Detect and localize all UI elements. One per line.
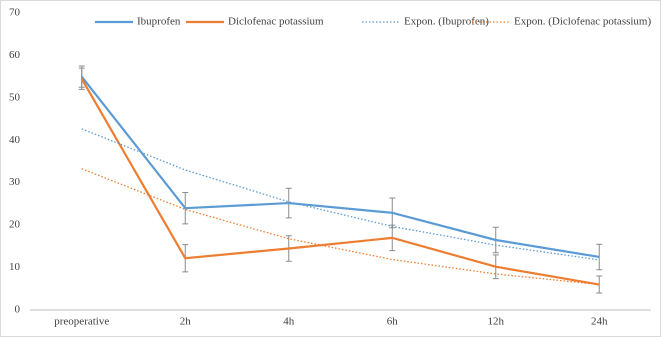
y-tick-label: 60 xyxy=(9,49,21,61)
x-tick-label: 12h xyxy=(488,316,505,328)
series-line xyxy=(80,75,600,259)
x-tick-label: 6h xyxy=(387,316,399,328)
y-tick-label: 50 xyxy=(9,91,21,103)
x-tick-label: 4h xyxy=(283,316,295,328)
error-bar xyxy=(78,67,85,90)
y-tick-label: 10 xyxy=(9,261,21,273)
y-tick-label: 0 xyxy=(15,304,21,316)
legend-label: Expon. (Ibuprofen) xyxy=(404,16,489,28)
y-tick-label: 20 xyxy=(9,219,21,231)
y-tick-label: 30 xyxy=(9,176,21,188)
series-line xyxy=(80,78,600,286)
legend-label: Expon. (Diclofenac potassium) xyxy=(514,16,651,28)
y-tick-label: 40 xyxy=(9,134,21,146)
legend-label: Diclofenac potassium xyxy=(228,16,324,28)
error-bar xyxy=(596,275,603,294)
x-tick-label: 2h xyxy=(180,316,192,328)
x-tick-label: 24h xyxy=(591,316,608,328)
x-tick-label: preoperative xyxy=(54,316,109,328)
trend-line xyxy=(81,128,600,261)
error-bar xyxy=(596,243,603,271)
legend-label: Ibuprofen xyxy=(137,16,181,28)
y-tick-label: 70 xyxy=(9,7,21,19)
